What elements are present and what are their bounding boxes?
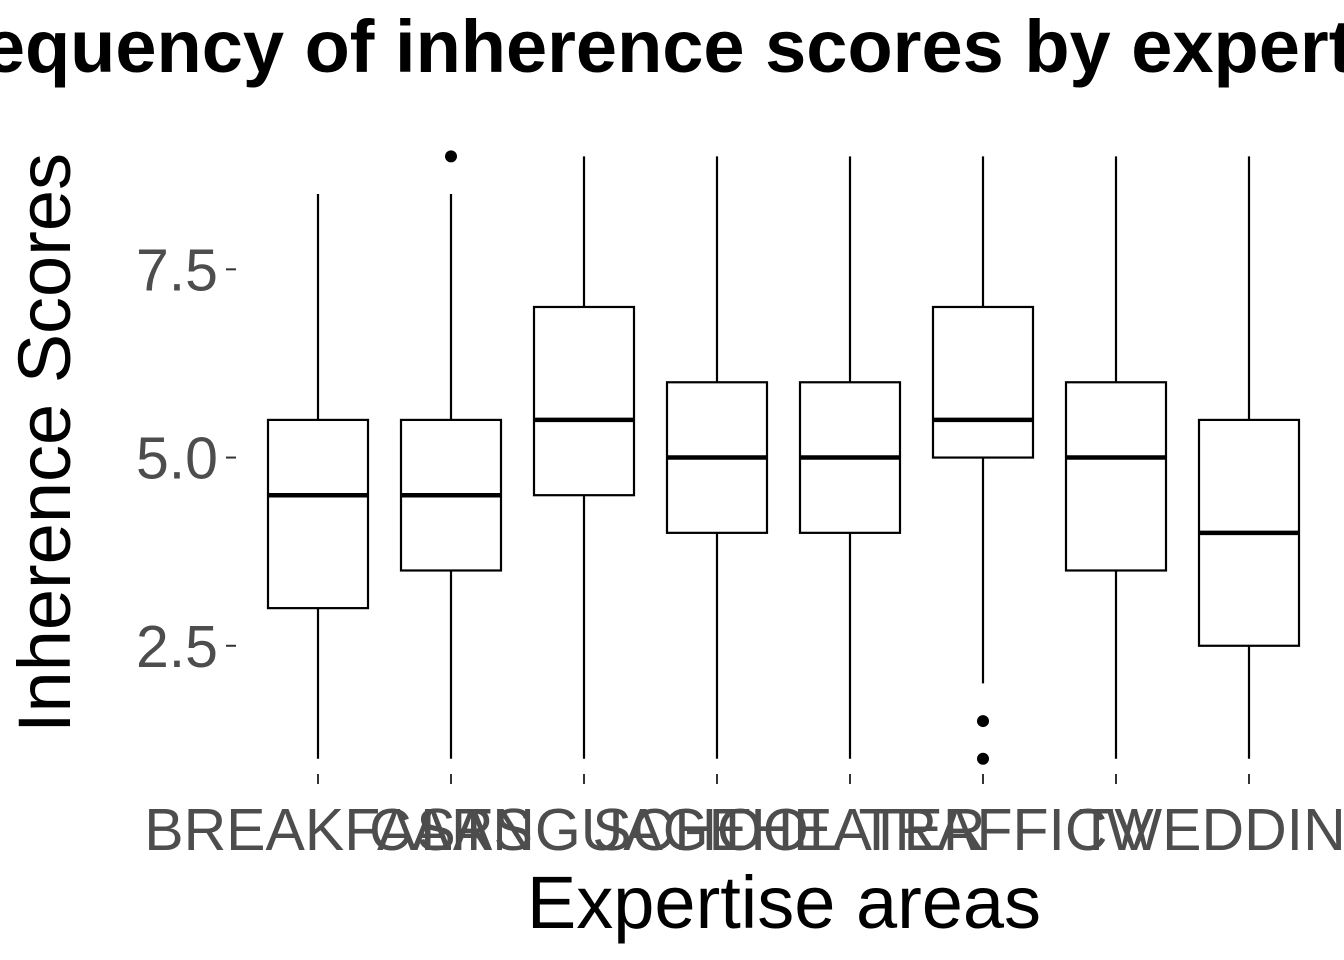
x-tick-label: CARS — [369, 797, 533, 863]
chart-title: Frequency of inherence scores by experti… — [0, 5, 1344, 88]
box-group — [665, 156, 769, 759]
y-tick-label: 7.5 — [136, 237, 218, 303]
box-group — [1197, 156, 1301, 759]
y-tick-label: 2.5 — [136, 614, 218, 680]
outlier-point — [977, 715, 989, 728]
boxes-layer — [266, 150, 1301, 765]
box-group — [931, 156, 1035, 765]
x-axis-title: Expertise areas — [527, 861, 1041, 944]
x-tick-label: TV — [1078, 797, 1154, 863]
y-axis-title: Inherence Scores — [3, 153, 86, 733]
y-tick-label: 5.0 — [136, 426, 218, 492]
x-axis: BREAKFASTCARSLANGUAGESCHOOLTHEATERTRAFFI… — [144, 774, 1344, 863]
x-tick-label: TRAFFIC — [858, 797, 1107, 863]
x-tick-label: THEATER — [715, 797, 986, 863]
x-tick-label: SCHOOL — [592, 797, 841, 863]
box-group — [399, 150, 503, 759]
box-iqr — [266, 418, 370, 610]
outlier-point — [445, 150, 457, 163]
box-iqr — [931, 305, 1035, 459]
y-axis: 2.5 5.0 7.5 — [136, 237, 236, 680]
x-tick-label: LANGUAGE — [420, 797, 748, 863]
x-tick-label: WEDDING — [1106, 797, 1344, 863]
outlier-point — [977, 752, 989, 765]
box-group — [532, 156, 636, 759]
box-group — [798, 156, 902, 759]
box-iqr — [1064, 381, 1168, 572]
box-iqr — [532, 305, 636, 497]
box-group — [266, 194, 370, 759]
x-tick-label: BREAKFAST — [144, 797, 492, 863]
box-group — [1064, 156, 1168, 759]
